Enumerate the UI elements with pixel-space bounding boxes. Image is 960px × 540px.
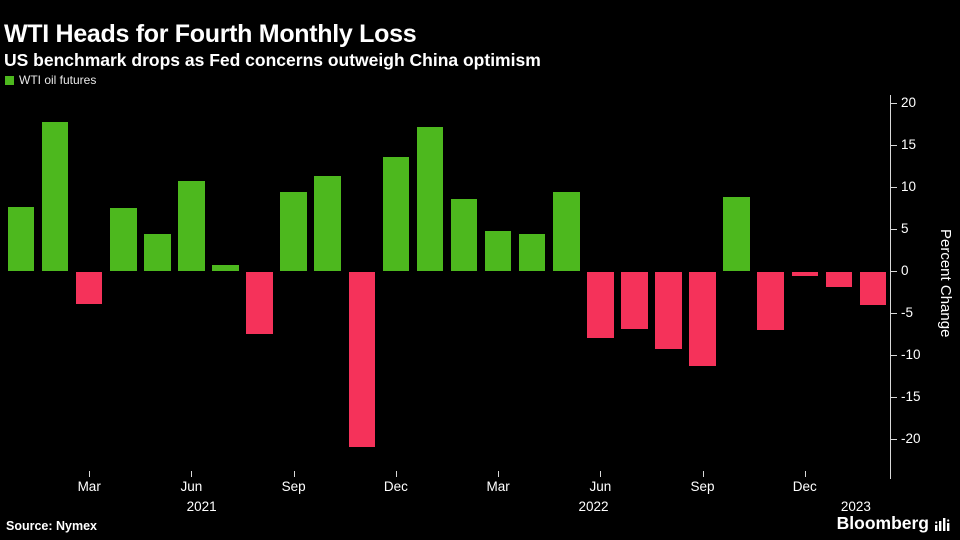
bar-mar-2021: [75, 272, 103, 305]
x-tick-label-dec: Dec: [383, 479, 408, 494]
legend-label: WTI oil futures: [19, 73, 97, 87]
y-tick--15: [891, 397, 897, 399]
legend: WTI oil futures: [5, 73, 96, 87]
y-tick-20: [891, 103, 897, 105]
x-tick-label-mar: Mar: [77, 479, 101, 494]
y-tick--10: [891, 355, 897, 357]
y-tick-label-15: 15: [901, 137, 917, 153]
bar-apr-2021: [109, 208, 137, 272]
bar-jun-2022: [587, 272, 614, 338]
bar-jan-2022: [416, 126, 444, 272]
y-tick-label-20: 20: [901, 95, 917, 111]
x-tick-label-jun: Jun: [180, 479, 203, 494]
x-tick: [600, 471, 602, 477]
y-tick--20: [891, 439, 897, 441]
bar-feb-2021: [41, 121, 69, 272]
y-tick-15: [891, 145, 897, 147]
bar-nov-2022: [757, 272, 785, 331]
bar-apr-2022: [518, 234, 546, 272]
bloomberg-chart-icon: [935, 518, 950, 531]
page-title: WTI Heads for Fourth Monthly Loss: [4, 19, 417, 48]
x-tick: [191, 471, 193, 477]
bar-dec-2021: [382, 157, 410, 272]
bloomberg-logo: Bloomberg: [837, 513, 950, 534]
y-tick-0: [891, 271, 897, 273]
y-axis-line: [890, 95, 891, 479]
y-tick--5: [891, 313, 897, 315]
bar-jun-2021: [178, 180, 205, 272]
x-tick-label-jun: Jun: [589, 479, 612, 494]
legend-swatch-icon: [5, 75, 14, 85]
bar-jul-2021: [212, 265, 239, 272]
x-tick: [804, 471, 806, 477]
y-tick-label--15: -15: [901, 389, 921, 405]
year-label-2023: 2023: [840, 499, 871, 514]
page-subtitle: US benchmark drops as Fed concerns outwe…: [4, 49, 541, 70]
y-tick-10: [891, 187, 897, 189]
bar-jan-2021: [7, 207, 35, 272]
bar-aug-2021: [246, 272, 273, 335]
bar-sep-2022: [689, 272, 716, 367]
y-axis-title: Percent Change: [937, 228, 954, 338]
x-tick-label-sep: Sep: [690, 479, 715, 494]
bar-aug-2022: [655, 272, 682, 350]
year-label-2022: 2022: [578, 499, 609, 514]
source-label: Source: Nymex: [6, 519, 98, 533]
bloomberg-wordmark: Bloomberg: [836, 513, 929, 533]
bar-mar-2022: [484, 230, 512, 272]
bar-feb-2023: [859, 272, 887, 305]
y-tick-label-10: 10: [901, 179, 917, 195]
x-tick: [395, 471, 397, 477]
x-tick: [89, 471, 91, 477]
x-tick-label-mar: Mar: [486, 479, 510, 494]
x-tick-label-dec: Dec: [792, 479, 817, 494]
y-tick-label--20: -20: [901, 431, 921, 447]
bar-oct-2022: [723, 196, 750, 272]
y-tick-label--5: -5: [901, 305, 914, 321]
bar-jan-2023: [825, 272, 853, 288]
y-tick-label-5: 5: [901, 221, 909, 237]
bar-oct-2021: [314, 175, 342, 272]
x-tick: [498, 471, 500, 477]
bar-may-2021: [144, 234, 171, 272]
x-tick: [702, 471, 704, 477]
bar-jul-2022: [621, 272, 648, 330]
bar-sep-2021: [280, 191, 307, 272]
x-tick-label-sep: Sep: [281, 479, 306, 494]
bar-may-2022: [552, 191, 580, 272]
y-tick-label-0: 0: [901, 263, 909, 279]
bar-feb-2022: [450, 199, 478, 272]
y-tick-label--10: -10: [901, 347, 921, 363]
y-tick-5: [891, 229, 897, 231]
plot-area: [4, 95, 890, 471]
x-tick: [293, 471, 295, 477]
year-label-2021: 2021: [186, 499, 217, 514]
bar-nov-2021: [348, 272, 376, 447]
bar-dec-2022: [791, 272, 819, 276]
